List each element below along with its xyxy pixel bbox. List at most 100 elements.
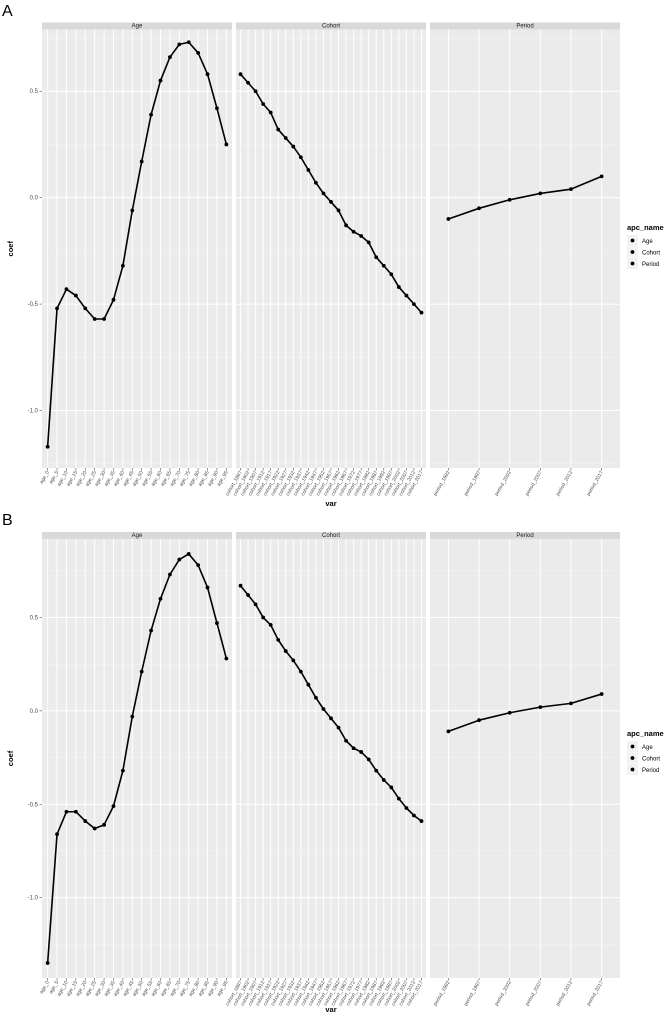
data-point <box>205 585 210 590</box>
data-point <box>599 692 604 696</box>
data-point <box>168 55 172 60</box>
data-point <box>158 78 163 83</box>
data-point <box>283 136 288 140</box>
legend-entry-label: Age <box>642 239 653 245</box>
data-point <box>306 168 311 172</box>
facet-strip <box>42 532 232 539</box>
data-point <box>130 714 135 719</box>
chart-panel-a: AAgeage_0age_5age_10age_15age_20age_25ag… <box>2 3 664 508</box>
series-line-period <box>448 693 602 733</box>
data-point <box>359 234 364 238</box>
data-point <box>186 40 191 45</box>
data-point <box>336 208 341 213</box>
data-point <box>538 705 543 710</box>
legend-entry-label: Cohort <box>642 756 660 762</box>
legend-entry-label: Period <box>642 262 659 268</box>
data-point <box>351 746 356 751</box>
figure-panel-label: B <box>2 512 13 529</box>
data-point <box>276 127 281 132</box>
series-line-age <box>46 553 228 964</box>
data-point <box>344 223 348 228</box>
data-point <box>477 206 481 211</box>
data-point <box>215 621 219 625</box>
facet-strip-label: Age <box>132 24 143 30</box>
data-point <box>111 804 116 809</box>
data-point <box>329 716 333 721</box>
data-point <box>45 444 50 449</box>
data-point <box>344 738 348 743</box>
x-tick-label: period_2007 <box>524 980 543 1007</box>
data-point <box>396 285 401 289</box>
data-point <box>389 272 394 277</box>
y-tick-label: -0.5 <box>28 802 39 808</box>
data-point <box>55 832 59 837</box>
y-tick-label: 0.0 <box>30 709 39 715</box>
data-point <box>446 729 451 734</box>
data-point <box>45 961 50 965</box>
x-tick-label: period_2002 <box>494 980 513 1007</box>
data-point <box>224 142 229 147</box>
legend-key-point <box>630 250 635 254</box>
facet-strip-label: Period <box>516 533 533 539</box>
data-point <box>351 229 356 234</box>
series-line-period <box>448 175 602 220</box>
data-point <box>419 310 424 315</box>
x-tick-label: period_1997 <box>463 470 482 497</box>
data-point <box>298 669 303 674</box>
data-point <box>149 112 154 117</box>
data-point <box>268 110 273 115</box>
data-point <box>158 596 163 601</box>
data-point <box>73 293 78 298</box>
data-point <box>196 51 201 55</box>
data-point <box>569 701 573 706</box>
data-point <box>366 240 371 245</box>
x-tick-label: period_2002 <box>494 470 513 497</box>
data-point <box>238 583 243 588</box>
x-tick-label: period_2017 <box>586 980 605 1007</box>
facet-strip <box>430 532 620 539</box>
data-point <box>538 191 543 196</box>
data-point <box>261 615 266 620</box>
data-point <box>507 197 512 202</box>
data-point <box>246 80 250 85</box>
legend-title: apc_name <box>627 223 664 232</box>
data-point <box>177 42 182 47</box>
legend-entry-label: Cohort <box>642 250 660 256</box>
panel-background <box>430 539 620 978</box>
facet-strip-label: Period <box>516 24 533 30</box>
data-point <box>381 778 386 782</box>
data-point <box>412 302 416 306</box>
data-point <box>291 144 296 149</box>
series-line-age <box>46 41 228 447</box>
x-tick-label: period_2007 <box>524 470 543 497</box>
data-point <box>329 200 333 204</box>
data-point <box>177 557 182 562</box>
data-point <box>446 217 451 221</box>
y-tick-label: -1.0 <box>28 896 39 902</box>
data-point <box>374 255 379 260</box>
facet-strip-label: Cohort <box>322 24 340 30</box>
y-axis-title: coef <box>6 241 15 257</box>
data-point <box>507 710 512 715</box>
data-point <box>314 180 318 185</box>
facet-strip <box>430 22 620 30</box>
data-point <box>111 297 116 302</box>
data-point <box>396 796 401 801</box>
data-point <box>64 287 69 292</box>
data-point <box>120 768 125 773</box>
data-point <box>359 750 364 754</box>
data-point <box>261 102 266 106</box>
data-point <box>83 306 88 311</box>
data-point <box>276 637 281 642</box>
data-point <box>381 263 386 268</box>
data-point <box>321 707 326 711</box>
x-tick-label: period_1997 <box>463 980 482 1007</box>
data-point <box>404 293 409 298</box>
data-point <box>253 602 258 607</box>
x-tick-label: period_2012 <box>555 980 574 1007</box>
x-axis-title: var <box>325 499 336 508</box>
y-tick-label: -0.5 <box>28 302 39 308</box>
data-point <box>102 822 106 827</box>
data-point <box>253 89 258 94</box>
facet-strip-label: Age <box>132 533 143 539</box>
